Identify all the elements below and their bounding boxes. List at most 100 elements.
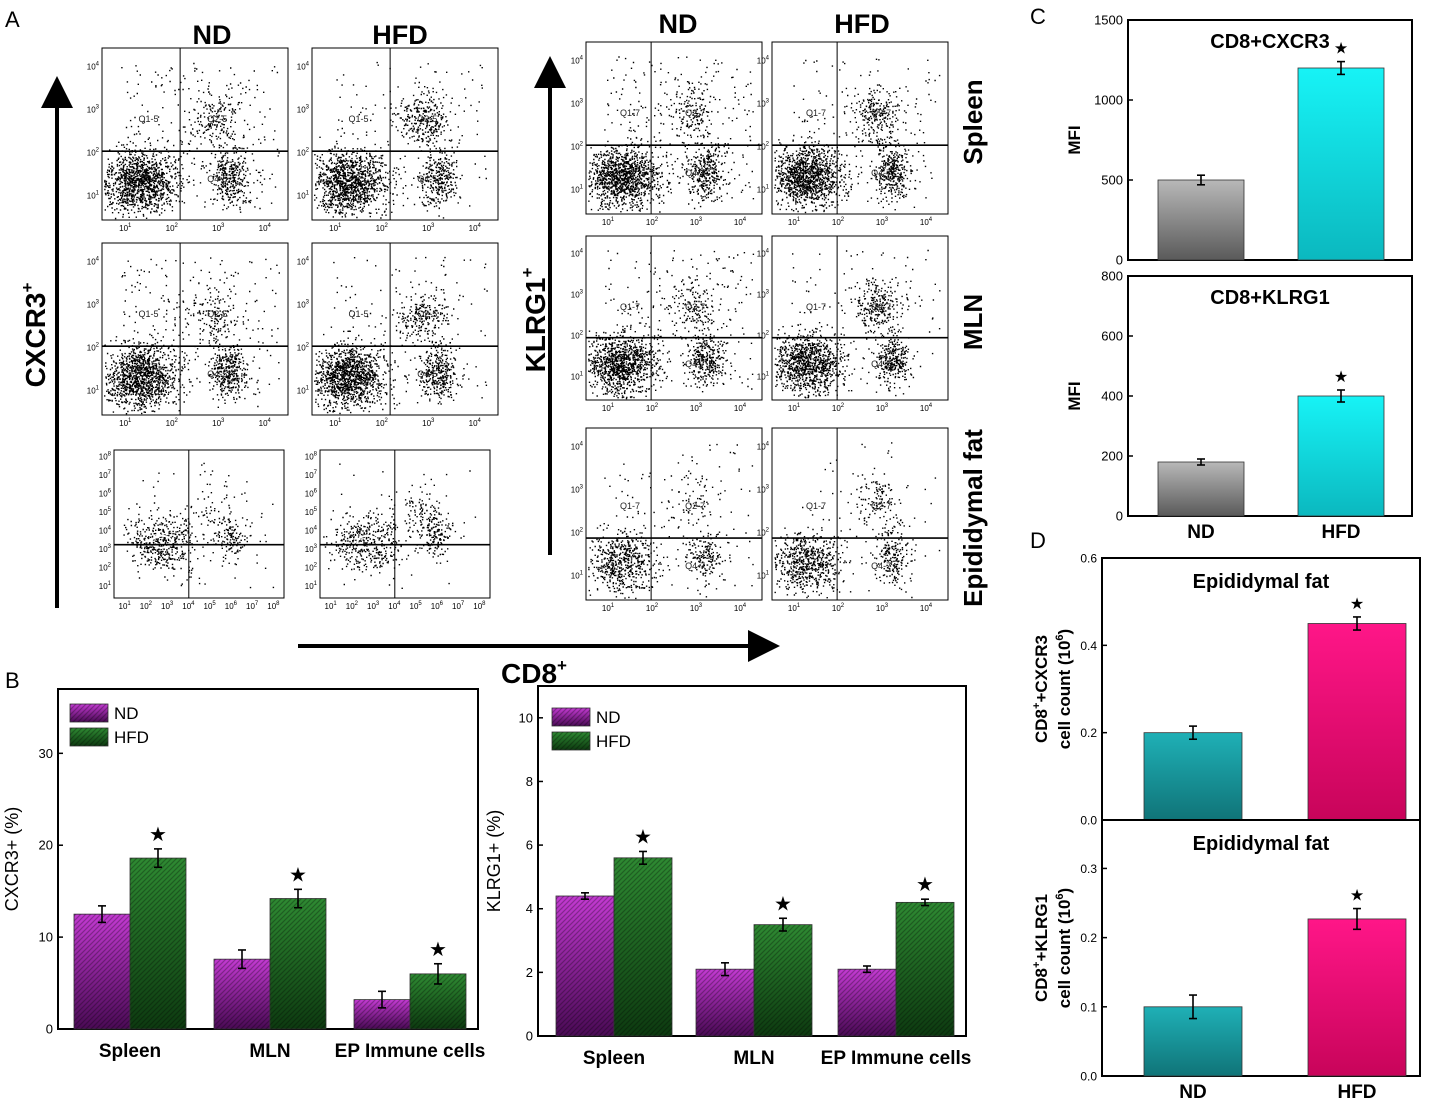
flow-x-tick-label: 104 (259, 418, 272, 428)
flow-x-tick-label: 106 (225, 601, 238, 611)
flow-y-tick-label: 104 (757, 56, 770, 66)
flow-tick-base: 10 (646, 218, 655, 227)
flow-tick-base: 10 (757, 529, 766, 538)
significance-star: ★ (429, 939, 447, 961)
flow-events-klrg1-nd-mln (588, 250, 755, 400)
flow-events-cxcr3-nd-spleen (104, 62, 280, 220)
flow-tick-exponent: 3 (96, 300, 100, 306)
flow-quadrant-label-q1: Q1-5 (138, 309, 158, 319)
flow-tick-exponent: 4 (306, 62, 310, 68)
flow-y-tick-label: 108 (305, 451, 318, 461)
flow-tick-exponent: 3 (580, 99, 584, 105)
flow-tick-exponent: 1 (766, 372, 770, 378)
bar-hfd-ep-immune-cells-hatch (896, 902, 954, 1036)
flow-tick-exponent: 4 (929, 403, 933, 409)
flow-tick-exponent: 4 (397, 601, 401, 607)
flow-tick-base: 10 (119, 602, 128, 611)
flow-tick-base: 10 (329, 224, 338, 233)
flow-x-tick-label: 102 (140, 601, 153, 611)
flow-tick-exponent: 4 (766, 56, 770, 62)
significance-star: ★ (1350, 888, 1364, 905)
flow-tick-exponent: 7 (108, 470, 112, 476)
flow-tick-exponent: 1 (766, 185, 770, 191)
flow-tick-exponent: 1 (611, 403, 615, 409)
legend-swatch-hatch (552, 708, 590, 726)
flow-x-tick-label: 104 (734, 403, 747, 413)
flow-tick-base: 10 (166, 419, 175, 428)
flow-events-klrg1-hfd-mln (774, 249, 941, 399)
flow-y-tick-label: 101 (757, 571, 770, 581)
flow-y-tick-label: 102 (87, 343, 100, 353)
y-label-count: cell count (10 (1055, 641, 1074, 750)
flow-x-tick-label: 103 (876, 603, 889, 613)
flow-x-tick-label: 104 (388, 601, 401, 611)
flow-tick-exponent: 3 (885, 603, 889, 609)
flow-y-tick-label: 108 (99, 451, 112, 461)
flow-tick-base: 10 (920, 404, 929, 413)
flow-tick-base: 10 (832, 604, 841, 613)
significance-star: ★ (289, 864, 307, 886)
flow-quadrant-label-q1: Q1-7 (806, 108, 826, 118)
y-label-close: ) (1055, 888, 1074, 894)
flow-tick-base: 10 (757, 486, 766, 495)
flow-y-tick-label: 103 (757, 99, 770, 109)
significance-star: ★ (1350, 596, 1364, 613)
y-tick-label: 1000 (1094, 93, 1123, 108)
flow-quadrant-label-q1: Q1-7 (620, 501, 640, 511)
bar-nd (1157, 179, 1245, 261)
flow-x-tick-label: 103 (161, 601, 174, 611)
y-tick-label: 8 (526, 774, 533, 789)
flow-tick-exponent: 1 (96, 191, 100, 197)
bar-hfd-spleen-hatch (614, 857, 672, 1036)
flow-tick-exponent: 1 (127, 601, 131, 607)
a-cd8-axis-label: CD8+ (501, 656, 567, 689)
bar-nd (1157, 461, 1245, 517)
flow-tick-base: 10 (297, 387, 306, 396)
flow-y-tick-label: 102 (571, 331, 584, 341)
y-tick-label: 6 (526, 838, 533, 853)
y-tick-label: 400 (1101, 389, 1123, 404)
flow-tick-base: 10 (571, 529, 580, 538)
y-tick-label: 1500 (1094, 13, 1123, 28)
flow-tick-base: 10 (920, 218, 929, 227)
chart-c1: 0 500 1000 1500 MFI CD8+CXCR3 ★ (1065, 13, 1413, 268)
flow-tick-exponent: 5 (418, 601, 422, 607)
flow-tick-exponent: 3 (431, 223, 435, 229)
flow-tick-base: 10 (267, 602, 276, 611)
y-tick-label: 0.3 (1080, 862, 1097, 876)
flow-y-tick-label: 107 (305, 470, 318, 480)
flow-tick-exponent: 4 (766, 249, 770, 255)
flow-quadrant-label-q2: Q2-5 (417, 309, 437, 319)
flow-tick-base: 10 (329, 419, 338, 428)
flow-y-tick-label: 105 (305, 507, 318, 517)
flow-x-tick-label: 103 (690, 603, 703, 613)
flow-x-tick-label: 102 (832, 217, 845, 227)
chart-title-d1: Epididymal fat (1193, 571, 1330, 593)
a-klrg1-axis-label: KLRG1+ (518, 268, 551, 373)
x-category-label: Spleen (583, 1048, 645, 1069)
flow-x-tick-label: 107 (452, 601, 465, 611)
flow-tick-base: 10 (788, 604, 797, 613)
bar-nd-mln-hatch (696, 969, 754, 1036)
chart-d2: 0.0 0.1 0.2 0.3 CD8++KLRG1 cell count (106) Ep… (1031, 819, 1421, 1102)
y-axis-label-line2: cell count (106) (1054, 888, 1074, 1008)
flow-tick-exponent: 6 (314, 488, 318, 494)
flow-tick-base: 10 (690, 604, 699, 613)
flow-quadrant-label-q4: Q4-5 (417, 174, 437, 184)
panel-label-b: B (5, 668, 20, 693)
a-cxcr3-text: CXCR3 (20, 293, 51, 388)
flow-tick-exponent: 1 (128, 223, 132, 229)
flow-tick-base: 10 (87, 301, 96, 310)
flow-tick-exponent: 4 (929, 603, 933, 609)
panel-label-a: A (5, 7, 20, 32)
y-tick-label: 10 (519, 710, 533, 725)
flow-y-tick-label: 102 (305, 562, 318, 572)
flow-y-tick-label: 104 (297, 257, 310, 267)
flow-tick-exponent: 1 (306, 386, 310, 392)
flow-tick-base: 10 (87, 344, 96, 353)
flow-tick-exponent: 1 (338, 418, 342, 424)
